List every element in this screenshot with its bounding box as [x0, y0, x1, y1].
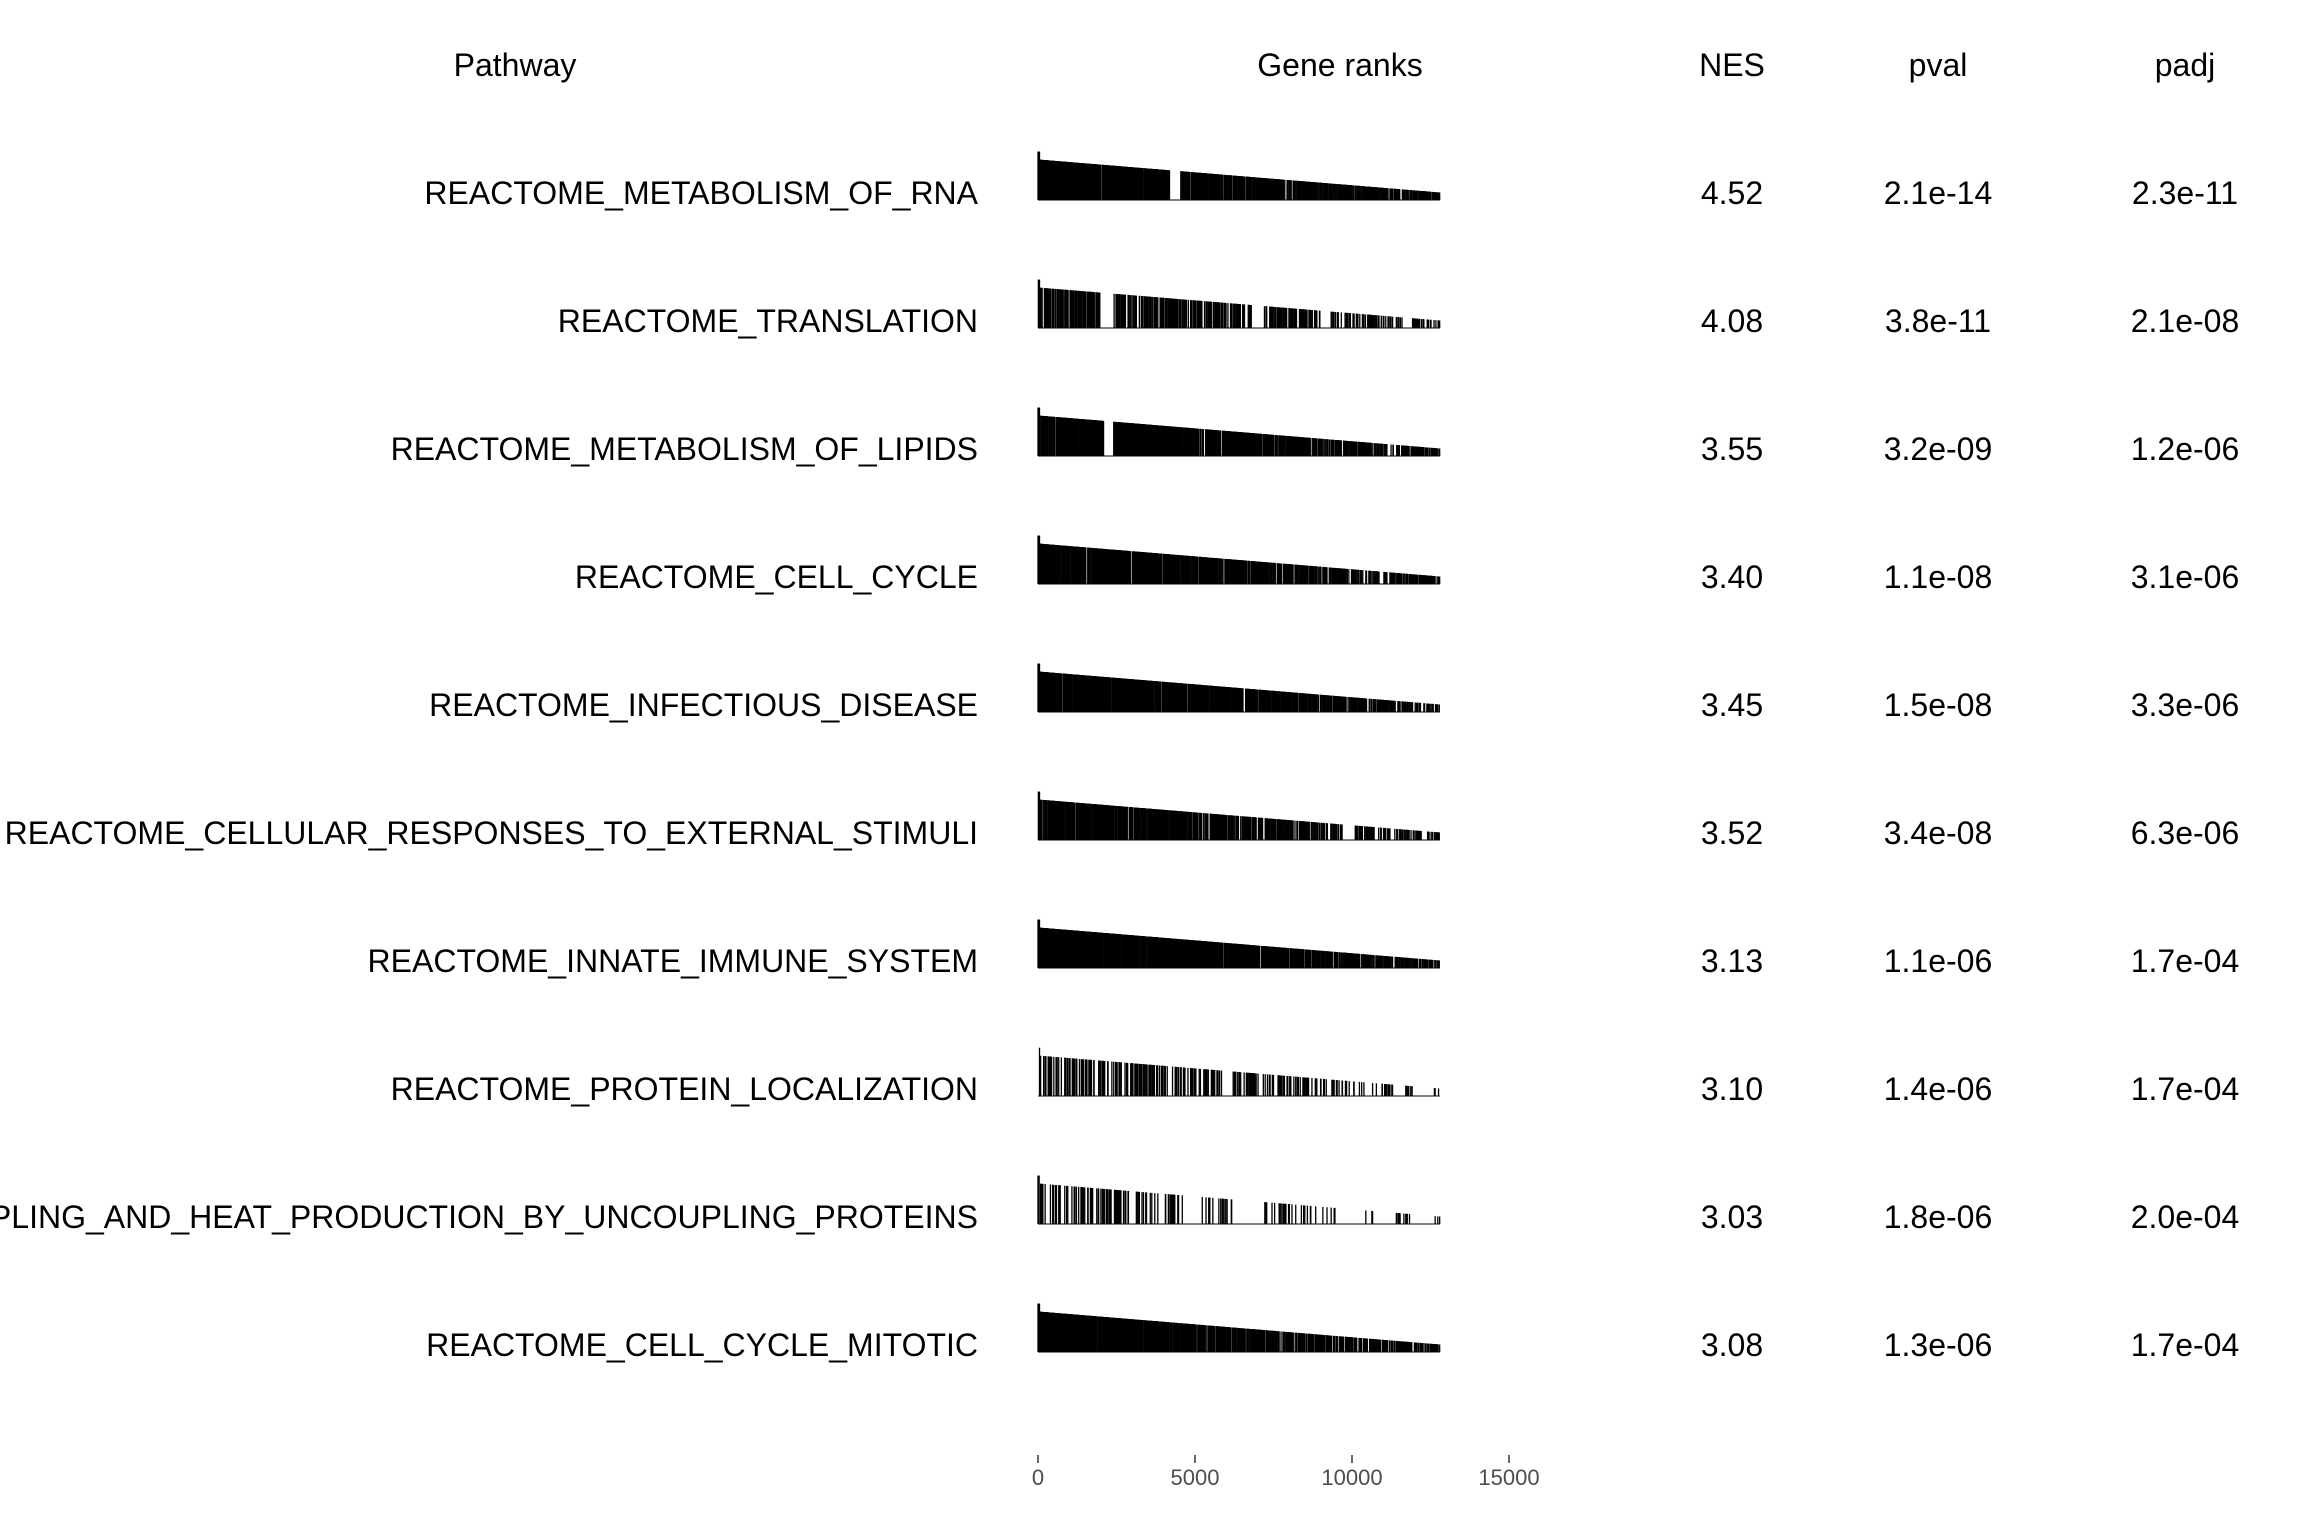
nes-value: 3.45: [1701, 687, 1763, 723]
pval-value: 1.5e-08: [1884, 687, 1993, 723]
table-rows: REACTOME_METABOLISM_OF_RNA 4.52 2.1e-14 2.3…: [0, 151, 2240, 1363]
gene-rank-barcode: [1037, 407, 1441, 457]
padj-value: 6.3e-06: [2131, 815, 2240, 851]
gene-rank-barcode: [1037, 663, 1440, 713]
header-pathway: Pathway: [454, 47, 577, 83]
pathway-label: REACTOME_INFECTIOUS_DISEASE: [429, 687, 978, 723]
pval-value: 1.1e-06: [1884, 943, 1993, 979]
table-row: REACTOME_INFECTIOUS_DISEASE 3.45 1.5e-08 3.…: [429, 663, 2240, 723]
table-row: REACTOME_CELLULAR_RESPONSES_TO_EXTERNAL_…: [5, 791, 2240, 851]
pval-value: 3.2e-09: [1884, 431, 1993, 467]
pathway-label: REACTOME_METABOLISM_OF_LIPIDS: [391, 431, 978, 467]
pval-value: 2.1e-14: [1884, 175, 1993, 211]
gene-rank-barcode: [1037, 279, 1441, 329]
table-row: REACTOME_CELL_CYCLE 3.40 1.1e-08 3.1e-06: [575, 535, 2240, 595]
column-headers: Pathway Gene ranks NES pval padj: [454, 47, 2216, 83]
pathway-label: REACTOME_CELLULAR_RESPONSES_TO_EXTERNAL_…: [5, 815, 978, 851]
table-row: REACTOME_TRANSLATION 4.08 3.8e-11 2.1e-08: [558, 279, 2240, 339]
table-row: REACTOME_METABOLISM_OF_LIPIDS 3.55 3.2e-09…: [391, 407, 2240, 467]
header-gene-ranks: Gene ranks: [1257, 47, 1422, 83]
padj-value: 2.3e-11: [2132, 175, 2238, 211]
padj-value: 3.3e-06: [2131, 687, 2240, 723]
gene-rank-barcode: [1037, 151, 1441, 201]
pathway-label: REACTOME_METABOLISM_OF_RNA: [424, 175, 978, 211]
header-pval: pval: [1909, 47, 1968, 83]
pval-value: 3.8e-11: [1885, 303, 1991, 339]
gene-rank-barcode: [1038, 1047, 1440, 1097]
padj-value: 2.1e-08: [2131, 303, 2240, 339]
padj-value: 1.2e-06: [2131, 431, 2240, 467]
padj-value: 3.1e-06: [2131, 559, 2240, 595]
nes-value: 4.52: [1701, 175, 1763, 211]
pval-value: 3.4e-08: [1884, 815, 1993, 851]
nes-value: 3.13: [1701, 943, 1763, 979]
pathway-label: REACTOME_TRANSLATION: [558, 303, 978, 339]
table-row: REACTOME_PROTEIN_LOCALIZATION 3.10 1.4e-06…: [391, 1047, 2239, 1107]
header-padj: padj: [2155, 47, 2216, 83]
nes-value: 4.08: [1701, 303, 1763, 339]
nes-value: 3.40: [1701, 559, 1763, 595]
padj-value: 1.7e-04: [2131, 943, 2240, 979]
pathway-label: REACTOME_CELL_CYCLE: [575, 559, 978, 595]
pathway-label: REACTOME_INNATE_IMMUNE_SYSTEM: [368, 943, 978, 979]
pval-value: 1.1e-08: [1884, 559, 1993, 595]
nes-value: 3.52: [1701, 815, 1763, 851]
pathway-label: REACTOME_PROTEIN_LOCALIZATION: [391, 1071, 978, 1107]
gene-rank-barcode: [1037, 535, 1441, 585]
header-nes: NES: [1699, 47, 1765, 83]
table-row: REACTOME_METABOLISM_OF_RNA 4.52 2.1e-14 2.3…: [424, 151, 2238, 211]
nes-value: 3.55: [1701, 431, 1763, 467]
gene-rank-barcode: [1037, 791, 1440, 841]
table-row: REACTOME_INNATE_IMMUNE_SYSTEM 3.13 1.1e-06…: [368, 919, 2240, 979]
gene-rank-barcode: [1037, 919, 1440, 969]
